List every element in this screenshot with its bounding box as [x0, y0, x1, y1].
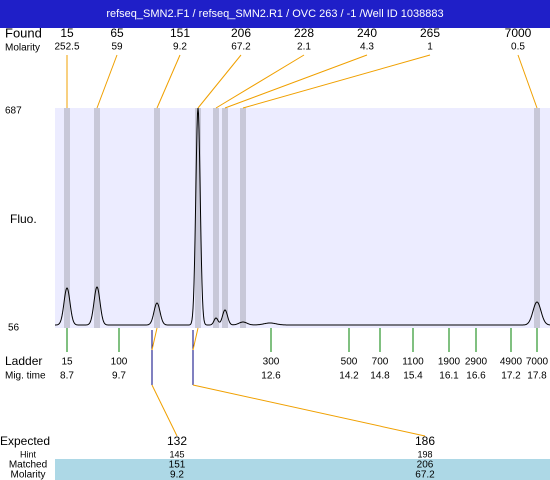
ladder-time: 17.2	[501, 371, 521, 382]
expected-molarity: 67.2	[415, 470, 435, 480]
expected-matched: 151	[169, 460, 186, 471]
ladder-time: 16.6	[466, 371, 486, 382]
found-size: 228	[294, 26, 314, 40]
found-molarity: 252.5	[54, 42, 79, 53]
expected-row-label: Expected	[0, 434, 50, 448]
peak-band	[240, 108, 246, 328]
peak-pointer	[215, 54, 305, 109]
found-label: Found	[5, 25, 42, 40]
found-molarity: 4.3	[360, 42, 374, 53]
peak-pointer	[156, 54, 181, 109]
ladder-time: 16.1	[439, 371, 459, 382]
peak-pointer	[96, 54, 118, 109]
peak-band	[154, 108, 160, 328]
expected-row-label: Matched	[9, 460, 47, 471]
ladder-size: 15	[61, 357, 73, 368]
ladder-time: 12.6	[261, 371, 281, 382]
ladder-time: 14.2	[339, 371, 359, 382]
ladder-label: Ladder	[5, 354, 42, 368]
ladder-time: 17.8	[527, 371, 547, 382]
ladder-size: 1900	[438, 357, 461, 368]
ladder-size: 500	[341, 357, 358, 368]
ladder-size: 4900	[500, 357, 523, 368]
peak-pointer	[197, 54, 242, 109]
found-molarity: 67.2	[231, 42, 251, 53]
peak-band	[195, 108, 201, 328]
found-molarity: 2.1	[297, 42, 311, 53]
ladder-time: 9.7	[112, 371, 126, 382]
y-min-label: 56	[8, 323, 20, 334]
title: refseq_SMN2.F1 / refseq_SMN2.R1 / OVC 26…	[106, 8, 443, 20]
found-size: 151	[170, 26, 190, 40]
ladder-size: 7000	[526, 357, 549, 368]
mig-time-label: Mig. time	[5, 371, 46, 382]
found-size: 240	[357, 26, 377, 40]
peak-band	[222, 108, 228, 328]
found-size: 15	[60, 26, 74, 40]
link-line	[192, 384, 426, 437]
found-molarity: 59	[111, 42, 123, 53]
peak-band	[534, 108, 540, 328]
molarity-label: Molarity	[5, 43, 40, 54]
ladder-size: 1100	[402, 357, 424, 368]
peak-band	[213, 108, 219, 328]
peak-pointer	[242, 54, 431, 109]
y-max-label: 687	[5, 106, 22, 117]
found-size: 206	[231, 26, 251, 40]
found-size: 265	[420, 26, 440, 40]
peak-pointer	[517, 54, 538, 109]
found-molarity: 0.5	[511, 42, 525, 53]
ladder-size: 700	[372, 357, 389, 368]
title-bar	[0, 0, 550, 28]
peak-band	[64, 108, 70, 328]
expected-hint: 198	[417, 449, 432, 459]
trace	[54, 107, 550, 326]
found-molarity: 9.2	[173, 42, 187, 53]
found-molarity: 1	[427, 42, 433, 53]
peak-band	[94, 108, 100, 328]
expected-molarity: 9.2	[170, 470, 184, 480]
found-size: 7000	[505, 26, 532, 40]
expected-matched: 206	[417, 460, 434, 471]
expected-expected: 132	[167, 434, 187, 448]
ladder-size: 100	[111, 357, 128, 368]
expected-expected: 186	[415, 434, 435, 448]
link-line	[151, 384, 178, 437]
ladder-time: 15.4	[403, 371, 423, 382]
found-size: 65	[110, 26, 124, 40]
matched-highlight	[55, 459, 550, 480]
plot-area	[55, 108, 550, 328]
y-axis-label: Fluo.	[10, 212, 37, 226]
ladder-time: 8.7	[60, 371, 74, 382]
peak-pointer	[224, 54, 368, 109]
expected-row-label: Molarity	[10, 470, 45, 480]
link-line	[192, 327, 199, 351]
expected-hint: 145	[169, 449, 184, 459]
link-line	[151, 327, 158, 351]
expected-row-label: Hint	[20, 449, 37, 459]
ladder-size: 300	[263, 357, 280, 368]
ladder-size: 2900	[465, 357, 488, 368]
ladder-time: 14.8	[370, 371, 390, 382]
